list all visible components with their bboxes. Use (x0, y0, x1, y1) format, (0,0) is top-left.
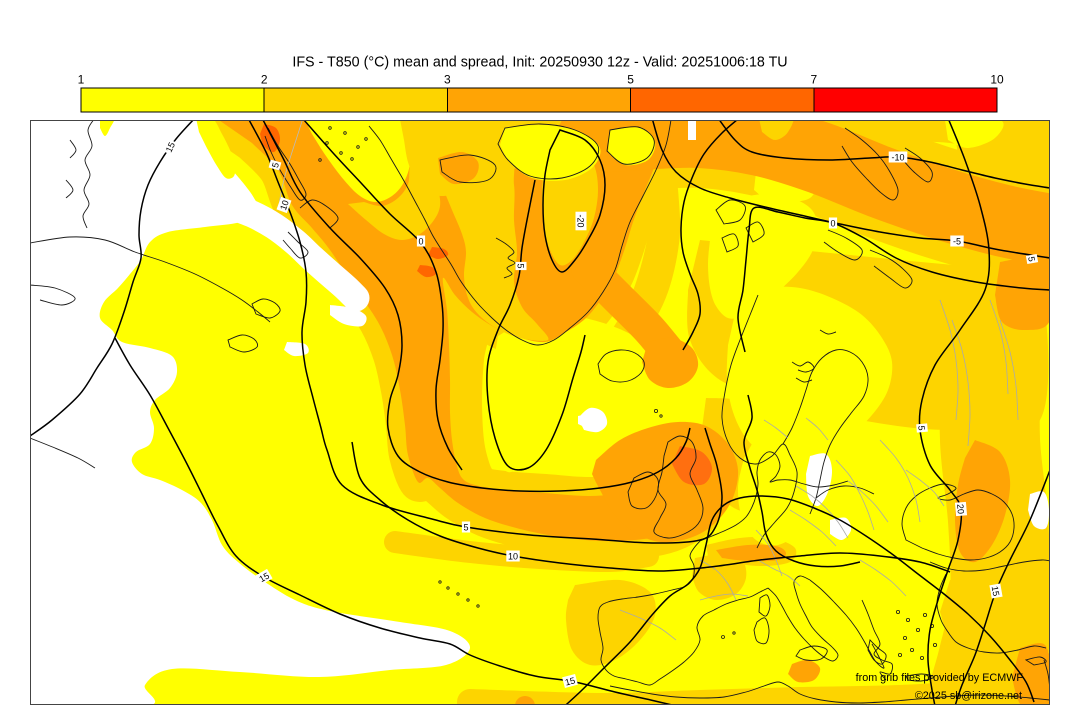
svg-text:5: 5 (1026, 256, 1037, 263)
svg-text:5: 5 (916, 425, 926, 431)
svg-text:0: 0 (830, 219, 835, 229)
svg-text:15: 15 (564, 675, 576, 687)
svg-text:IFS - T850 (°C) mean and sprea: IFS - T850 (°C) mean and spread, Init: 2… (292, 55, 787, 71)
svg-text:©2025 sb@irizone.net: ©2025 sb@irizone.net (915, 690, 1022, 702)
svg-text:0: 0 (418, 237, 423, 247)
svg-text:15: 15 (257, 571, 271, 585)
svg-text:2: 2 (261, 73, 268, 87)
svg-text:5: 5 (463, 523, 468, 533)
svg-text:1: 1 (78, 73, 85, 87)
svg-text:-5: -5 (953, 237, 961, 247)
svg-text:15: 15 (164, 141, 177, 154)
svg-text:-10: -10 (891, 153, 904, 163)
svg-text:5: 5 (270, 161, 281, 168)
svg-text:10: 10 (990, 73, 1004, 87)
svg-text:7: 7 (810, 73, 817, 87)
svg-text:10: 10 (508, 552, 518, 562)
svg-text:3: 3 (444, 73, 451, 87)
svg-text:5: 5 (516, 263, 526, 268)
svg-text:15: 15 (990, 585, 1002, 597)
svg-text:10: 10 (278, 199, 291, 212)
svg-text:from grib files provided by EC: from grib files provided by ECMWF (856, 672, 1024, 684)
svg-text:5: 5 (627, 73, 634, 87)
svg-text:20: 20 (955, 504, 966, 515)
svg-text:-20: -20 (576, 214, 586, 227)
